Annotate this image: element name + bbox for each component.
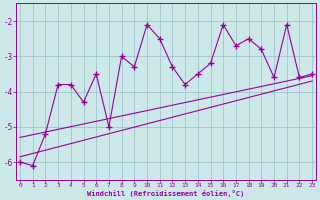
X-axis label: Windchill (Refroidissement éolien,°C): Windchill (Refroidissement éolien,°C) xyxy=(87,190,245,197)
